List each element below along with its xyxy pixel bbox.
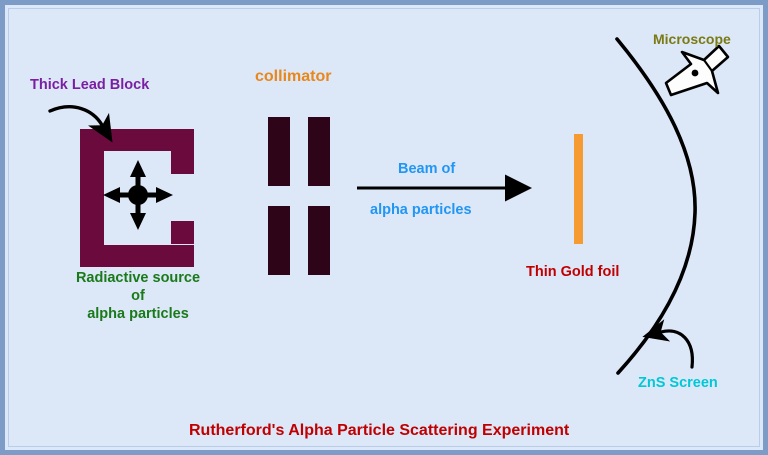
thin-gold-foil — [574, 134, 583, 244]
label-zns-screen: ZnS Screen — [638, 375, 718, 391]
collimator-bar-bottom-right — [308, 206, 330, 275]
lead-block-bottom-wall — [80, 245, 194, 267]
label-collimator: collimator — [255, 68, 332, 85]
label-thick-lead-block: Thick Lead Block — [30, 77, 150, 93]
microscope-icon — [664, 44, 730, 97]
lead-block-top-wall — [80, 129, 194, 151]
label-beam-of: Beam of — [398, 161, 456, 177]
diagram-title: Rutherford's Alpha Particle Scattering E… — [189, 422, 570, 439]
label-thin-gold-foil: Thin Gold foil — [526, 264, 620, 280]
label-alpha-particles: alpha particles — [370, 202, 472, 218]
radiation-source-icon — [103, 160, 173, 230]
lead-block-top-notch — [171, 151, 194, 174]
lead-block-bottom-notch — [171, 221, 194, 244]
lead-block-pointer-arrow — [48, 105, 113, 143]
collimator-bar-bottom-left — [268, 206, 290, 275]
label-radioactive-source: Radiactive source of alpha particles — [75, 270, 201, 323]
lead-block-left-wall — [80, 129, 104, 267]
label-microscope: Microscope — [653, 31, 731, 47]
collimator-bar-top-right — [308, 117, 330, 186]
zns-screen-arc — [615, 37, 697, 375]
collimator-bar-top-left — [268, 117, 290, 186]
zns-screen-pointer-arrow — [642, 319, 694, 369]
